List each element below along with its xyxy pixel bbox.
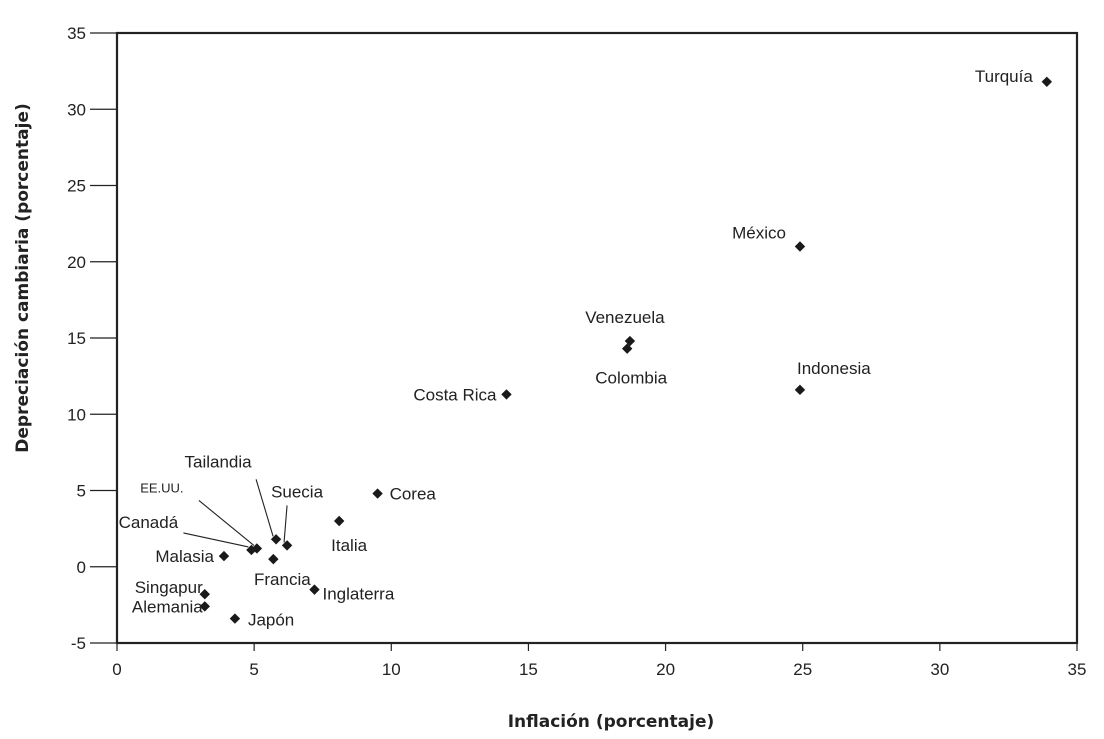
- point-japon: [229, 613, 241, 624]
- label-mexico: México: [732, 224, 786, 243]
- label-ee-uu: EE.UU.: [140, 480, 183, 495]
- y-tick-label: 0: [77, 558, 86, 577]
- point-canada: [246, 544, 257, 556]
- label-tailandia: Tailandia: [185, 452, 253, 471]
- label-connectors: [183, 479, 288, 548]
- label-inglaterra: Inglaterra: [322, 585, 394, 604]
- y-tick-label: 30: [67, 100, 86, 119]
- point-venezuela: [624, 335, 636, 347]
- label-singapur: Singapur: [135, 578, 203, 597]
- point-inglaterra: [309, 584, 320, 595]
- connector-canada: [183, 532, 249, 548]
- x-axis-title: Inflación (porcentaje): [508, 712, 715, 732]
- connector-tailandia: [255, 479, 274, 537]
- y-tick-label: 5: [77, 482, 86, 501]
- x-tick-label: 25: [793, 660, 812, 679]
- label-italia: Italia: [331, 536, 367, 555]
- label-francia: Francia: [254, 570, 311, 589]
- point-indonesia: [794, 384, 806, 396]
- label-venezuela: Venezuela: [585, 308, 665, 327]
- label-malasia: Malasia: [155, 547, 214, 566]
- axes: 0 5 10 15 20 25 30 35 -5 0 5 10 15 20 25 30 35: [67, 24, 1086, 679]
- x-tick-label: 10: [382, 660, 401, 679]
- point-francia: [268, 553, 279, 565]
- label-japon: Japón: [248, 611, 294, 630]
- y-tick-label: -5: [71, 634, 86, 653]
- point-malasia: [218, 550, 230, 562]
- label-costa-rica: Costa Rica: [413, 385, 497, 404]
- x-tick-label: 20: [656, 660, 675, 679]
- point-colombia: [621, 343, 633, 354]
- point-singapur: [199, 588, 210, 600]
- point-tailandia: [270, 534, 282, 545]
- connector-suecia: [283, 505, 288, 543]
- point-alemania: [199, 601, 210, 612]
- y-tick-label: 25: [67, 177, 86, 196]
- point-corea: [372, 488, 383, 499]
- label-colombia: Colombia: [595, 369, 667, 388]
- x-tick-label: 0: [112, 660, 121, 679]
- label-suecia: Suecia: [271, 482, 324, 501]
- label-turquia: Turquía: [975, 67, 1034, 86]
- y-axis-title: Depreciación cambiaria (porcentaje): [13, 103, 33, 452]
- y-tick-label: 10: [67, 405, 86, 424]
- y-tick-label: 15: [67, 329, 86, 348]
- plot-frame: [115, 31, 1079, 645]
- y-tick-label: 20: [67, 253, 86, 272]
- point-turquia: [1041, 76, 1053, 88]
- x-tick-label: 35: [1068, 660, 1087, 679]
- y-tick-label: 35: [67, 24, 86, 43]
- label-canada: Canadá: [119, 513, 179, 532]
- x-tick-label: 30: [930, 660, 949, 679]
- point-labels: Turquía México Venezuela Colombia Indonesia C…: [119, 67, 1034, 630]
- point-suecia: [281, 540, 293, 551]
- data-points: [199, 76, 1053, 624]
- point-costa-rica: [501, 389, 512, 400]
- point-mexico: [794, 241, 806, 252]
- x-tick-label: 15: [519, 660, 538, 679]
- label-corea: Corea: [390, 485, 437, 504]
- label-alemania: Alemania: [132, 597, 203, 616]
- x-tick-label: 5: [249, 660, 258, 679]
- label-indonesia: Indonesia: [797, 359, 871, 378]
- point-italia: [333, 515, 345, 527]
- connector-ee-uu: [198, 500, 255, 546]
